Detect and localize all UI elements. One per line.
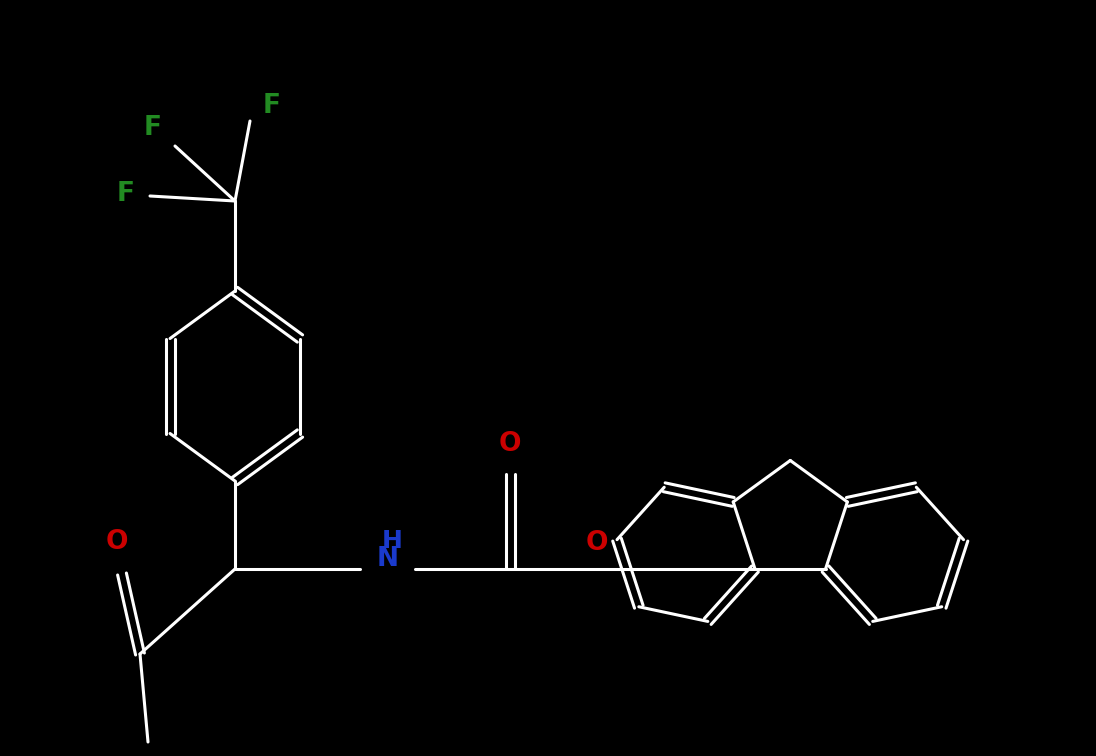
Text: O: O — [105, 529, 128, 555]
Text: O: O — [585, 530, 608, 556]
Text: F: F — [117, 181, 135, 207]
Text: H: H — [381, 529, 402, 553]
Text: F: F — [144, 115, 162, 141]
Text: O: O — [499, 431, 522, 457]
Text: F: F — [263, 93, 281, 119]
Text: N: N — [377, 546, 399, 572]
